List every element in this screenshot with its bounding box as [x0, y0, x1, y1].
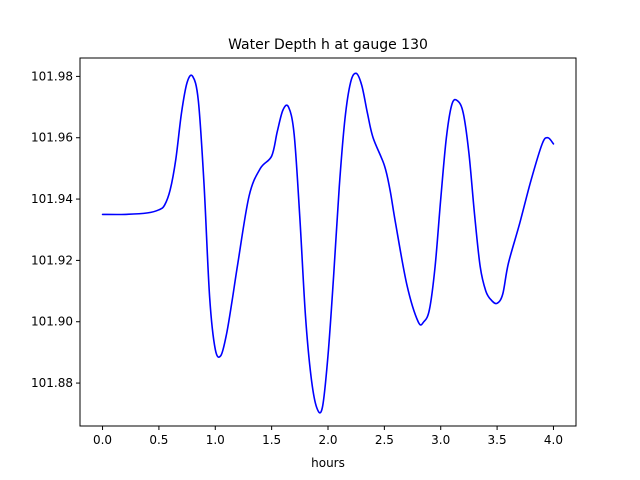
chart-title: Water Depth h at gauge 130	[228, 37, 428, 53]
y-tick-label: 101.94	[31, 192, 73, 206]
y-tick-label: 101.92	[31, 253, 73, 267]
y-tick-label: 101.88	[31, 376, 73, 390]
x-axis-label: hours	[311, 456, 345, 470]
y-axis: 101.88 101.90 101.92 101.94 101.96 101.98	[31, 69, 80, 390]
plot-area	[101, 72, 555, 414]
y-tick-label: 101.96	[31, 131, 73, 145]
x-tick-label: 3.0	[431, 433, 450, 447]
x-tick-label: 2.0	[318, 433, 337, 447]
x-tick-label: 0.5	[149, 433, 168, 447]
x-tick-label: 1.5	[262, 433, 281, 447]
x-tick-label: 4.0	[544, 433, 563, 447]
x-tick-label: 3.5	[488, 433, 507, 447]
x-tick-label: 1.0	[206, 433, 225, 447]
x-tick-label: 0.0	[93, 433, 112, 447]
series-line-0	[101, 72, 555, 414]
x-tick-label: 2.5	[375, 433, 394, 447]
plot-frame	[79, 57, 577, 427]
y-tick-label: 101.90	[31, 315, 73, 329]
y-tick-label: 101.98	[31, 69, 73, 83]
x-axis: 0.0 0.5 1.0 1.5 2.0 2.5 3.0 3.5 4.0	[93, 426, 563, 447]
